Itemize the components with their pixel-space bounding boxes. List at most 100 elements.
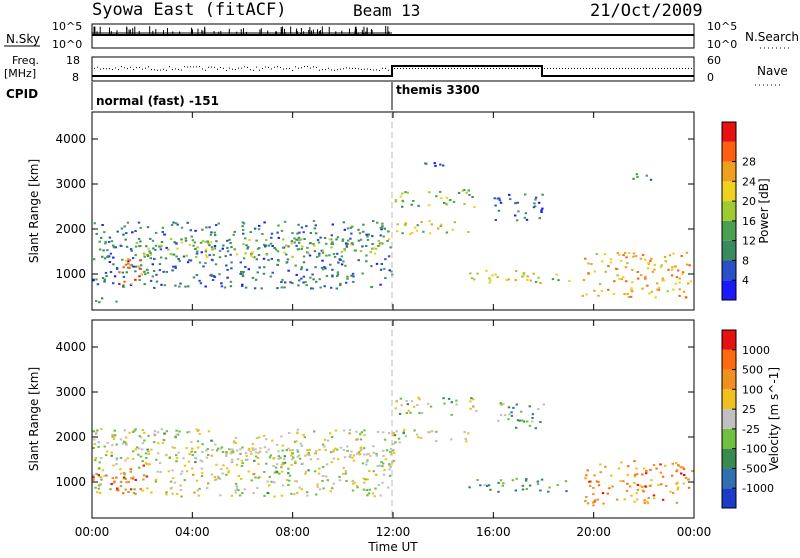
- nave-dot: [445, 68, 446, 69]
- nave-dot: [499, 68, 500, 69]
- data-cell: [496, 197, 499, 200]
- data-cell: [465, 440, 468, 443]
- data-cell: [318, 448, 321, 451]
- data-cell: [648, 292, 651, 295]
- data-cell: [661, 475, 665, 478]
- data-cell: [130, 282, 133, 285]
- data-cell: [389, 450, 392, 453]
- data-cell: [609, 261, 613, 264]
- data-cell: [537, 408, 540, 410]
- data-cell: [158, 245, 161, 248]
- data-cell: [637, 277, 640, 280]
- data-cell: [311, 287, 315, 290]
- data-cell: [200, 475, 204, 478]
- data-cell: [300, 248, 303, 250]
- data-cell: [298, 486, 301, 489]
- data-cell: [235, 485, 238, 488]
- data-cell: [469, 407, 472, 410]
- data-cell: [357, 259, 360, 262]
- data-cell: [503, 414, 507, 417]
- data-cell: [687, 478, 690, 481]
- data-cell: [118, 283, 121, 285]
- data-cell: [483, 484, 486, 487]
- data-cell: [274, 466, 278, 469]
- nave-dot: [376, 69, 377, 71]
- data-cell: [507, 418, 510, 421]
- data-cell: [97, 441, 100, 444]
- colorbar-swatch: [722, 428, 736, 449]
- nave-dot: [586, 68, 587, 69]
- data-cell: [173, 481, 177, 484]
- data-cell: [102, 249, 105, 252]
- data-cell: [681, 273, 684, 275]
- nave-dot: [340, 68, 341, 70]
- data-cell: [342, 221, 345, 224]
- data-cell: [306, 491, 309, 494]
- data-cell: [321, 443, 325, 446]
- data-cell: [112, 246, 116, 249]
- velocity-colorbar-label: Velocity [m s^-1]: [767, 367, 781, 471]
- data-cell: [93, 222, 96, 225]
- data-cell: [650, 257, 653, 260]
- data-cell: [213, 276, 217, 279]
- data-cell: [551, 278, 555, 281]
- data-cell: [602, 502, 605, 505]
- data-cell: [356, 452, 359, 455]
- nave-dot: [595, 68, 596, 69]
- data-cell: [186, 221, 189, 224]
- data-cell: [103, 257, 107, 260]
- data-cell: [399, 397, 403, 400]
- data-cell: [156, 470, 159, 473]
- nave-dot: [484, 68, 485, 69]
- data-cell: [147, 434, 150, 437]
- data-cell: [177, 433, 180, 436]
- data-cell: [111, 433, 114, 436]
- data-cell: [592, 486, 595, 489]
- velocity-heatmap-cells: [92, 396, 694, 507]
- data-cell: [528, 484, 532, 487]
- data-cell: [358, 232, 362, 235]
- data-cell: [382, 455, 385, 458]
- nave-dot: [316, 66, 317, 68]
- data-cell: [488, 277, 491, 280]
- data-cell: [447, 397, 451, 400]
- data-cell: [175, 454, 178, 457]
- data-cell: [379, 494, 382, 497]
- data-cell: [154, 478, 158, 481]
- data-cell: [630, 494, 633, 497]
- data-cell: [154, 244, 158, 247]
- data-cell: [508, 413, 511, 416]
- data-cell: [223, 286, 227, 289]
- data-cell: [262, 257, 266, 260]
- data-cell: [196, 440, 200, 443]
- data-cell: [372, 247, 375, 250]
- data-cell: [143, 474, 146, 477]
- data-cell: [168, 457, 171, 459]
- data-cell: [281, 246, 285, 249]
- data-cell: [124, 477, 127, 480]
- data-cell: [248, 447, 251, 450]
- data-cell: [199, 282, 203, 285]
- data-cell: [122, 266, 125, 269]
- data-cell: [220, 446, 224, 449]
- data-cell: [318, 488, 322, 491]
- data-cell: [625, 280, 628, 283]
- data-cell: [362, 477, 365, 480]
- data-cell: [197, 429, 200, 431]
- data-cell: [379, 268, 383, 271]
- data-cell: [195, 274, 199, 276]
- data-cell: [302, 433, 305, 436]
- data-cell: [644, 485, 647, 488]
- data-cell: [365, 489, 368, 491]
- nave-dot: [466, 68, 467, 69]
- data-cell: [172, 265, 175, 268]
- data-cell: [257, 254, 261, 256]
- colorbar-frame: [721, 121, 737, 301]
- data-cell: [336, 273, 340, 276]
- data-cell: [134, 230, 137, 232]
- data-cell: [294, 480, 297, 483]
- data-cell: [671, 462, 674, 465]
- data-cell: [216, 475, 220, 478]
- data-cell: [409, 411, 412, 414]
